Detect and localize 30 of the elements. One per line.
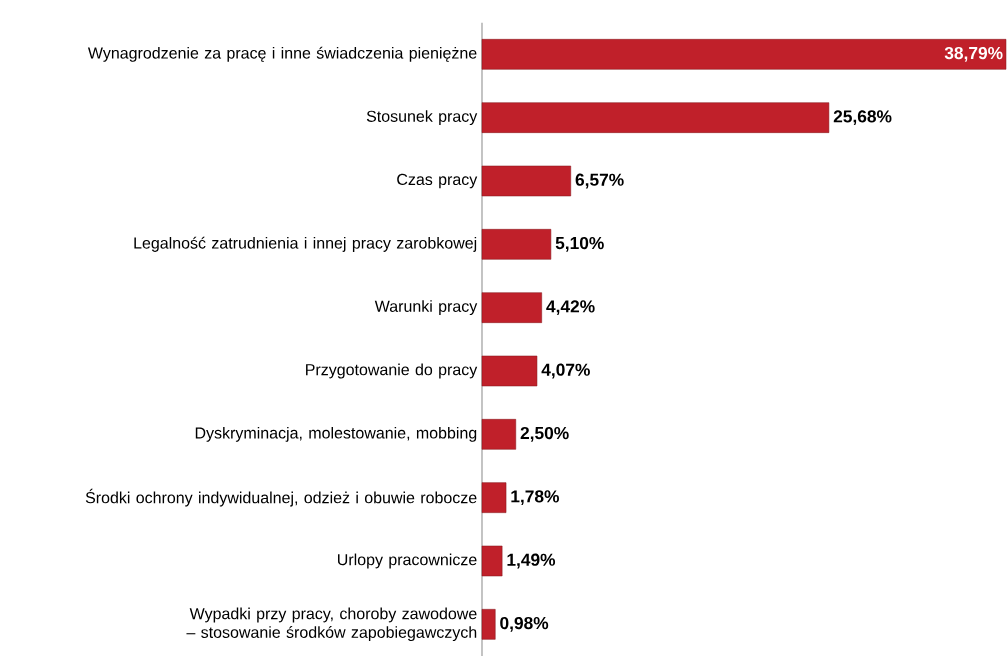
- bar: [481, 292, 542, 323]
- data-label: 6,57%: [575, 173, 624, 189]
- bar: [481, 355, 538, 387]
- y-tick-label: Przygotowanie do pracy: [306, 363, 478, 379]
- bar: [481, 229, 552, 260]
- data-label: 1,49%: [507, 553, 556, 569]
- data-label: 25,68%: [833, 110, 892, 126]
- data-label: 4,07%: [541, 363, 590, 379]
- y-tick-label: Dyskryminacja, molestowanie, mobbing: [195, 426, 477, 442]
- bar: [481, 39, 1007, 70]
- data-label: 2,50%: [520, 426, 569, 442]
- bar: [481, 419, 517, 450]
- bar: [481, 165, 572, 197]
- data-label: 1,78%: [511, 490, 559, 506]
- bar: [481, 102, 830, 133]
- bar: [481, 609, 496, 640]
- y-tick-label: Warunki pracy: [374, 300, 478, 316]
- y-tick-label: Wypadki przy pracy, choroby zawodowe – stosowanie środków zapobiegawczych: [186, 607, 477, 642]
- y-tick-label: Legalność zatrudnienia i innej pracy zarobkowej: [134, 236, 477, 252]
- data-label: 0,98%: [500, 616, 549, 632]
- data-label: 4,42%: [546, 300, 595, 316]
- y-tick-label: Urlopy pracownicze: [338, 553, 477, 569]
- y-tick-label: Czas pracy: [397, 173, 478, 189]
- y-tick-label: Środki ochrony indywidualnej, odzież i obuwie robocze: [85, 488, 477, 507]
- bar: [481, 482, 507, 513]
- data-label: 38,79%: [944, 46, 1003, 62]
- bar: [481, 545, 503, 577]
- y-tick-label: Stosunek pracy: [366, 110, 478, 126]
- data-label: 5,10%: [555, 236, 604, 252]
- y-tick-label: Wynagrodzenie za pracę i inne świadczenia pieniężne: [87, 46, 477, 62]
